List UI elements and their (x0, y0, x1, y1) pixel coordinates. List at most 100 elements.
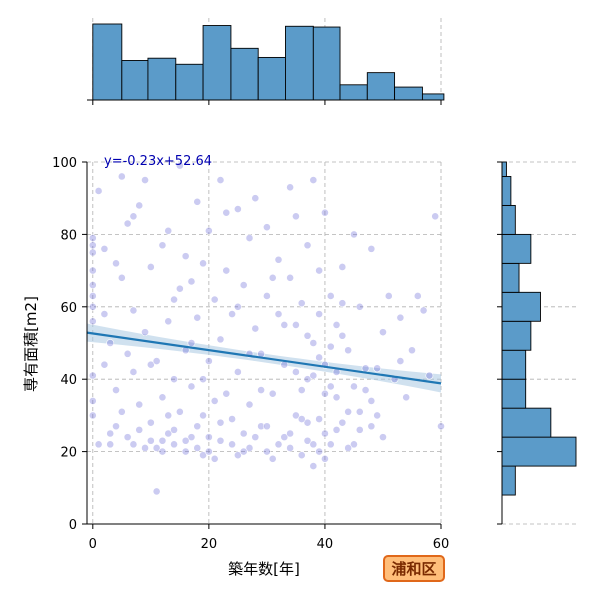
scatter-point (106, 429, 115, 438)
scatter-point (112, 386, 120, 394)
scatter-point (164, 429, 173, 438)
scatter-point (106, 440, 115, 449)
scatter-point (88, 241, 97, 250)
y-tick-label: 80 (60, 228, 77, 243)
scatter-point (338, 263, 347, 271)
scatter-point (286, 273, 295, 282)
x-tick-label: 60 (433, 537, 450, 552)
scatter-point (158, 436, 167, 445)
scatter-point (233, 368, 242, 376)
scatter-point (263, 422, 271, 431)
scatter-point (321, 389, 329, 398)
scatter-point (170, 440, 178, 449)
scatter-point (437, 422, 445, 431)
scatter-point (332, 425, 341, 434)
scatter-point (164, 317, 173, 326)
scatter-point (297, 451, 306, 460)
scatter-point (146, 263, 155, 271)
top-histogram-bar (92, 23, 123, 101)
scatter-point (257, 422, 265, 431)
scatter-point (112, 259, 120, 268)
right-histogram-bar (501, 407, 552, 438)
scatter-point (88, 317, 97, 326)
scatter-point (326, 440, 335, 449)
right-histogram-bar (501, 378, 527, 409)
scatter-point (175, 407, 184, 416)
scatter-point (193, 313, 202, 322)
scatter-point (268, 389, 277, 398)
scatter-point (286, 444, 295, 452)
scatter-point (355, 407, 364, 416)
scatter-point (315, 447, 324, 456)
scatter-point (233, 302, 242, 311)
scatter-point (94, 440, 103, 449)
scatter-point (396, 357, 405, 365)
top-histogram-bar (257, 56, 286, 101)
scatter-point (158, 447, 167, 456)
scatter-point (309, 371, 318, 380)
scatter-point (158, 241, 167, 250)
scatter-point (239, 281, 248, 289)
scatter-point (199, 375, 207, 384)
scatter-point (164, 411, 173, 420)
scatter-point (280, 320, 289, 329)
x-tick-label: 40 (317, 537, 334, 552)
scatter-point (321, 429, 329, 438)
y-tick-label: 20 (60, 446, 77, 461)
scatter-point (297, 386, 306, 394)
scatter-point (344, 444, 353, 452)
x-axis-title: 築年数[年] (228, 560, 300, 578)
scatter-point (170, 295, 178, 304)
scatter-point (204, 226, 213, 235)
top-histogram-bar (421, 93, 445, 101)
top-histogram-bar (147, 57, 177, 101)
top-marginal-bars (92, 23, 445, 101)
scatter-point (274, 310, 283, 318)
scatter-point (216, 436, 225, 445)
scatter-point (135, 400, 144, 409)
scatter-point (251, 433, 260, 442)
scatter-point (315, 266, 324, 275)
scatter-point (251, 194, 260, 203)
regression-line (86, 331, 442, 385)
scatter-point (332, 393, 341, 402)
scatter-point (135, 425, 144, 434)
scatter-point (274, 440, 283, 449)
scatter-point (338, 299, 347, 308)
scatter-point (292, 212, 300, 221)
main-panel: 0 20 40 60 0 20 40 60 80 100 y=-0.23x+52.64 (52, 154, 449, 552)
scatter-point (355, 425, 364, 434)
scatter-point (245, 234, 254, 242)
scatter-point (350, 382, 358, 391)
scatter-point (129, 212, 138, 221)
scatter-point (187, 339, 196, 347)
scatter-point (181, 447, 190, 456)
top-histogram-bar (121, 60, 149, 101)
scatter-point (361, 364, 370, 373)
scatter-point (141, 176, 149, 184)
scatter-point (239, 447, 248, 456)
y-tick-label: 40 (60, 373, 77, 388)
scatter-point (326, 292, 335, 300)
scatter-point (181, 252, 190, 261)
scatter-point (367, 244, 376, 253)
scatter-point (135, 201, 144, 210)
scatter-point (245, 400, 254, 409)
scatter-point (123, 433, 132, 442)
scatter-point (309, 440, 318, 449)
scatter-point (175, 284, 184, 293)
right-histogram-bar (501, 465, 516, 496)
scatter-point (321, 454, 329, 463)
scatter-point (158, 393, 167, 402)
scatter-point (88, 292, 97, 300)
scatter-point (286, 429, 295, 438)
scatter-point (303, 331, 312, 340)
scatter-point (204, 433, 213, 442)
scatter-point (210, 454, 219, 463)
scatter-point (187, 382, 196, 391)
scatter-point (141, 444, 149, 452)
top-marginal-axes (87, 99, 442, 105)
scatter-point (286, 183, 295, 192)
scatter-point (222, 266, 231, 275)
scatter-point (216, 418, 225, 427)
